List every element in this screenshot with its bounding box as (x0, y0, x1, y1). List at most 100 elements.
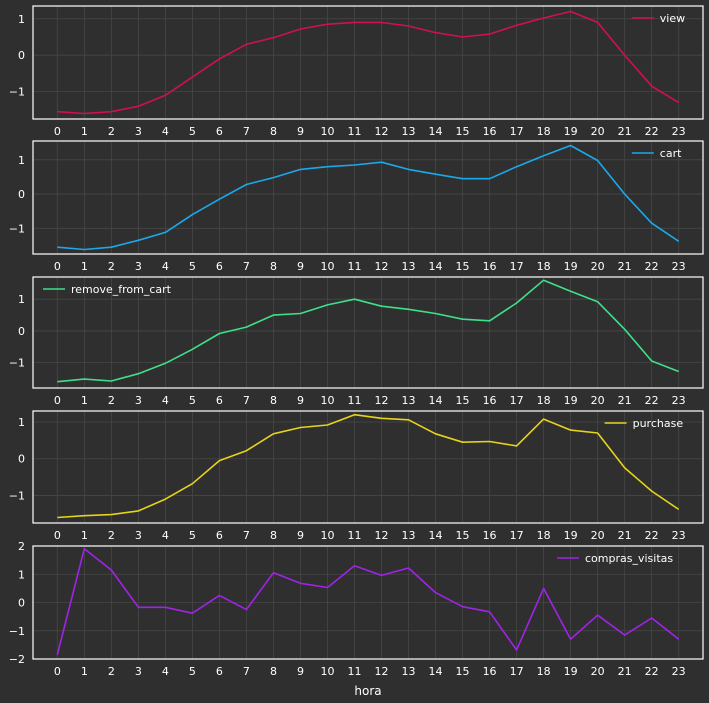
y-tick-label: 0 (18, 188, 25, 201)
x-tick-label: 4 (162, 260, 169, 273)
y-tick-label: −1 (9, 489, 25, 502)
x-tick-label: 21 (618, 260, 632, 273)
x-tick-label: 15 (456, 665, 470, 678)
x-tick-label: 0 (54, 665, 61, 678)
y-tick-label: 1 (18, 13, 25, 26)
x-tick-label: 16 (483, 529, 497, 542)
x-tick-label: 12 (375, 394, 389, 407)
y-tick-label: 1 (18, 154, 25, 167)
x-tick-label: 11 (347, 125, 361, 138)
x-tick-label: 23 (672, 529, 686, 542)
y-tick-label: 0 (18, 325, 25, 338)
x-tick-label: 6 (216, 394, 223, 407)
y-tick-label: 0 (18, 49, 25, 62)
x-tick-label: 10 (320, 125, 334, 138)
x-tick-label: 16 (483, 125, 497, 138)
x-tick-label: 11 (347, 394, 361, 407)
axes-frame (32, 140, 704, 255)
x-tick-label: 22 (645, 394, 659, 407)
x-tick-label: 4 (162, 125, 169, 138)
x-tick-label: 20 (591, 529, 605, 542)
x-tick-label: 22 (645, 260, 659, 273)
x-tick-label: 14 (429, 529, 443, 542)
x-tick-label: 2 (108, 529, 115, 542)
y-tick-label: −1 (9, 86, 25, 99)
x-tick-label: 20 (591, 125, 605, 138)
legend-label: cart (660, 147, 682, 160)
legend-label: remove_from_cart (71, 283, 172, 296)
x-tick-label: 23 (672, 260, 686, 273)
x-tick-label: 21 (618, 394, 632, 407)
x-tick-label: 17 (510, 665, 524, 678)
x-tick-label: 12 (375, 665, 389, 678)
x-tick-label: 18 (537, 125, 551, 138)
x-tick-label: 1 (81, 529, 88, 542)
x-tick-label: 9 (297, 529, 304, 542)
x-tick-label: 15 (456, 125, 470, 138)
x-tick-label: 2 (108, 665, 115, 678)
x-tick-label: 15 (456, 260, 470, 273)
legend-label: purchase (633, 417, 684, 430)
x-tick-label: 19 (564, 125, 578, 138)
x-tick-label: 15 (456, 394, 470, 407)
x-tick-label: 17 (510, 394, 524, 407)
x-tick-label: 20 (591, 394, 605, 407)
legend-label: compras_visitas (585, 552, 673, 565)
axes-frame (32, 5, 704, 120)
x-tick-label: 23 (672, 125, 686, 138)
x-tick-label: 0 (54, 125, 61, 138)
x-tick-label: 22 (645, 529, 659, 542)
axes-frame (32, 276, 704, 389)
y-tick-label: −1 (9, 625, 25, 638)
y-tick-label: −1 (9, 357, 25, 370)
x-tick-label: 20 (591, 665, 605, 678)
x-tick-label: 19 (564, 529, 578, 542)
x-axis-label: hora (354, 684, 381, 698)
x-tick-label: 6 (216, 529, 223, 542)
x-tick-label: 5 (189, 394, 196, 407)
series-line-remove_from_cart (57, 279, 679, 383)
x-tick-label: 6 (216, 125, 223, 138)
x-tick-label: 18 (537, 529, 551, 542)
x-tick-label: 5 (189, 665, 196, 678)
x-tick-label: 9 (297, 260, 304, 273)
x-tick-label: 12 (375, 125, 389, 138)
x-tick-label: 14 (429, 394, 443, 407)
x-tick-label: 12 (375, 260, 389, 273)
x-tick-label: 5 (189, 260, 196, 273)
x-tick-label: 18 (537, 394, 551, 407)
x-tick-label: 3 (135, 665, 142, 678)
x-tick-label: 7 (243, 665, 250, 678)
x-tick-label: 7 (243, 394, 250, 407)
x-tick-label: 19 (564, 665, 578, 678)
y-tick-label: 1 (18, 568, 25, 581)
x-tick-label: 16 (483, 665, 497, 678)
x-tick-label: 3 (135, 529, 142, 542)
x-tick-label: 23 (672, 394, 686, 407)
series-line-cart (57, 144, 680, 251)
x-tick-label: 4 (162, 529, 169, 542)
x-tick-label: 17 (510, 125, 524, 138)
y-tick-label: 0 (18, 597, 25, 610)
x-tick-label: 20 (591, 260, 605, 273)
x-tick-label: 22 (645, 125, 659, 138)
x-tick-label: 16 (483, 394, 497, 407)
x-tick-label: 11 (347, 260, 361, 273)
series-line-purchase (57, 413, 680, 519)
x-tick-label: 14 (429, 665, 443, 678)
x-tick-label: 10 (320, 529, 334, 542)
x-tick-label: 8 (270, 529, 277, 542)
series-line-compras_visitas (56, 547, 680, 655)
x-tick-label: 2 (108, 260, 115, 273)
y-tick-label: 2 (18, 540, 25, 553)
axes-frame (32, 545, 704, 660)
x-tick-label: 4 (162, 665, 169, 678)
legend-label: view (660, 12, 685, 25)
x-tick-label: 0 (54, 529, 61, 542)
x-tick-label: 9 (297, 665, 304, 678)
